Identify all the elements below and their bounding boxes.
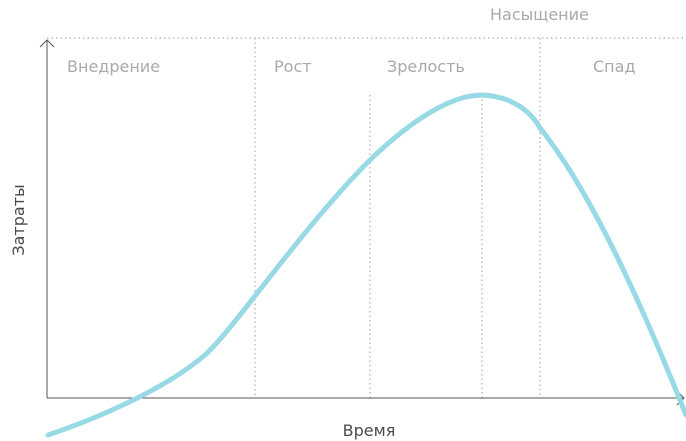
stage-label-decline: Спад: [593, 57, 636, 76]
stage-label-maturity: Зрелость: [387, 57, 465, 76]
y-axis-label: Затраты: [9, 184, 28, 255]
stage-label-growth: Рост: [274, 57, 312, 76]
stage-label-saturation: Насыщение: [490, 5, 589, 24]
life-cycle-curve: [45, 92, 686, 438]
y-axis-arrow-icon: [39, 39, 55, 48]
x-axis-label: Время: [343, 421, 396, 440]
stage-label-introduction: Внедрение: [67, 57, 160, 76]
